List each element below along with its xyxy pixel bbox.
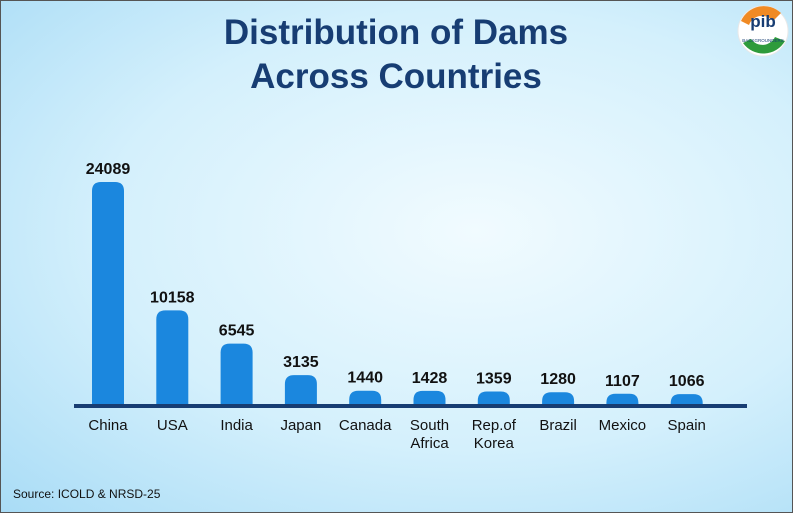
logo-text: pib: [750, 12, 776, 31]
bar: [349, 390, 382, 404]
value-label: 10158: [150, 289, 195, 306]
value-label: 6545: [219, 323, 255, 340]
value-label: 1428: [412, 370, 448, 387]
value-label: 1359: [476, 370, 512, 387]
bar: [92, 182, 124, 404]
value-label: 1107: [605, 373, 640, 390]
value-label: 3135: [283, 354, 319, 371]
x-tick-label: Brazil: [539, 417, 577, 434]
logo-saffron: [741, 6, 781, 25]
bar: [606, 393, 639, 404]
x-tick-label: Mexico: [598, 417, 647, 434]
logo-green: [743, 37, 785, 54]
value-label: 1440: [347, 370, 383, 387]
bar: [156, 310, 189, 404]
x-tick-label: India: [220, 417, 253, 434]
x-tick-label: Rep.of Korea: [471, 417, 516, 452]
bar: [477, 391, 510, 404]
value-label: 24089: [86, 161, 131, 178]
x-tick-label: China: [88, 417, 128, 434]
bar: [284, 375, 317, 404]
bar: [542, 392, 575, 404]
x-tick-label: USA: [156, 417, 188, 434]
logo: pib BACKGROUNDERS: [737, 5, 789, 57]
source: Source: ICOLD & NRSD-25: [13, 487, 161, 501]
bar: [220, 343, 253, 404]
x-tick-label: Japan: [280, 417, 322, 434]
value-label: 1066: [669, 373, 705, 390]
bar: [670, 394, 703, 404]
x-tick-label: Canada: [338, 417, 392, 434]
value-label: 1280: [540, 371, 576, 388]
bar: [413, 390, 446, 404]
logo-subtext: BACKGROUNDERS: [742, 38, 784, 43]
chart-title: Distribution of Dams Across Countries: [223, 13, 569, 96]
x-tick-label: South Africa: [409, 417, 450, 452]
x-tick-label: Spain: [667, 417, 706, 434]
